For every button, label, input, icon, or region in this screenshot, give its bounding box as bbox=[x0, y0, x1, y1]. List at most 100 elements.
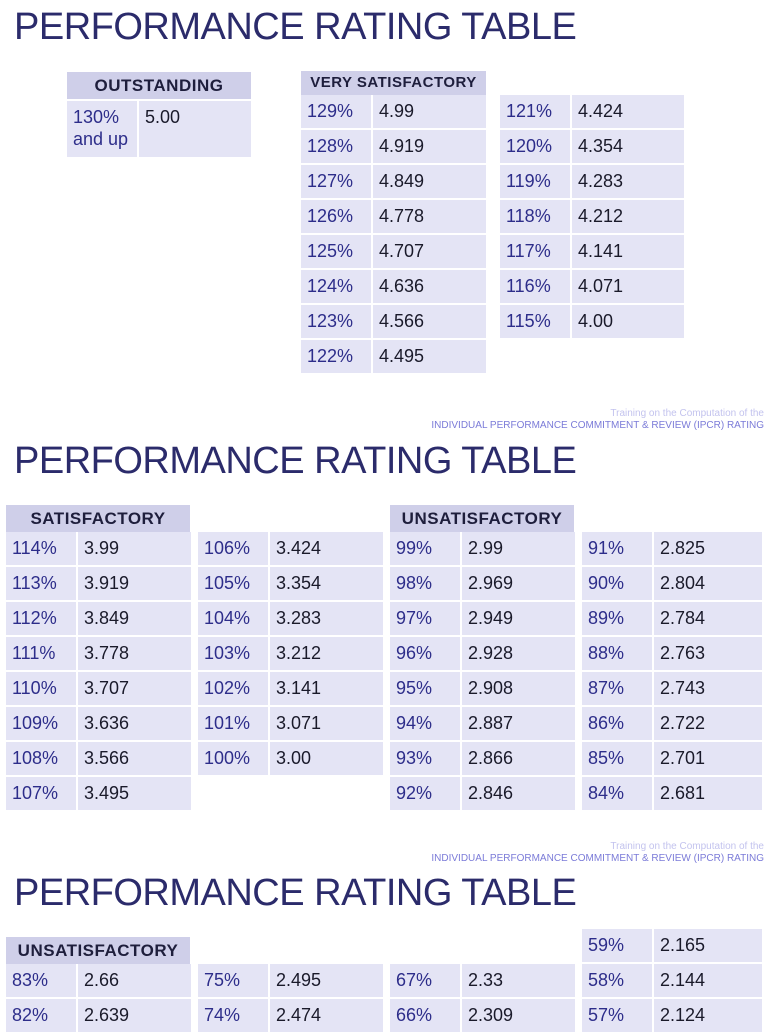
percent-cell: 95% bbox=[390, 672, 462, 705]
footer-line-1: Training on the Computation of the bbox=[610, 841, 764, 852]
table-row: 113% 3.919 bbox=[6, 567, 191, 600]
footer-line-2: INDIVIDUAL PERFORMANCE COMMITMENT & REVI… bbox=[431, 420, 764, 431]
percent-cell: 130% and up bbox=[67, 101, 139, 157]
rating-cell: 2.495 bbox=[270, 964, 383, 997]
table-row: 112% 3.849 bbox=[6, 602, 191, 635]
table-row: 83% 2.66 bbox=[6, 964, 191, 997]
table-row: 101% 3.071 bbox=[198, 707, 383, 740]
rating-cell: 2.743 bbox=[654, 672, 762, 705]
rating-cell: 2.825 bbox=[654, 532, 762, 565]
page-title: PERFORMANCE RATING TABLE bbox=[14, 6, 577, 48]
outstanding-header: OUTSTANDING bbox=[67, 72, 251, 99]
percent-cell: 117% bbox=[500, 235, 572, 268]
rating-cell: 3.212 bbox=[270, 637, 383, 670]
table-row: 110% 3.707 bbox=[6, 672, 191, 705]
percent-cell: 90% bbox=[582, 567, 654, 600]
rating-cell: 2.763 bbox=[654, 637, 762, 670]
table-row: 59% 2.165 bbox=[582, 929, 762, 962]
page-title: PERFORMANCE RATING TABLE bbox=[14, 872, 577, 914]
table-row: 127% 4.849 bbox=[301, 165, 486, 198]
percent-cell: 93% bbox=[390, 742, 462, 775]
percent-cell: 126% bbox=[301, 200, 373, 233]
slide-footer: Training on the Computation of the INDIV… bbox=[431, 841, 764, 865]
unsatisfactory-header: UNSATISFACTORY bbox=[6, 937, 190, 964]
percent-cell: 94% bbox=[390, 707, 462, 740]
rating-cell: 4.636 bbox=[373, 270, 486, 303]
rating-cell: 2.908 bbox=[462, 672, 575, 705]
table-row: 126% 4.778 bbox=[301, 200, 486, 233]
percent-cell: 99% bbox=[390, 532, 462, 565]
table-row: 130% and up 5.00 bbox=[67, 101, 251, 157]
table-row: 124% 4.636 bbox=[301, 270, 486, 303]
rating-cell: 2.949 bbox=[462, 602, 575, 635]
percent-cell: 113% bbox=[6, 567, 78, 600]
unsatisfactory-table-b: 91% 2.825 90% 2.804 89% 2.784 88% 2.763 87% 2.743… bbox=[582, 530, 762, 812]
percent-cell: 66% bbox=[390, 999, 462, 1032]
table-row: 58% 2.144 bbox=[582, 964, 762, 997]
percent-cell: 112% bbox=[6, 602, 78, 635]
outstanding-table: 130% and up 5.00 bbox=[67, 99, 251, 159]
percent-cell: 57% bbox=[582, 999, 654, 1032]
rating-cell: 3.99 bbox=[78, 532, 191, 565]
rating-cell: 2.474 bbox=[270, 999, 383, 1032]
slide-footer: Training on the Computation of the INDIV… bbox=[431, 408, 764, 432]
rating-cell: 3.636 bbox=[78, 707, 191, 740]
rating-cell: 3.071 bbox=[270, 707, 383, 740]
rating-cell: 2.144 bbox=[654, 964, 762, 997]
percent-cell: 100% bbox=[198, 742, 270, 775]
rating-cell: 2.99 bbox=[462, 532, 575, 565]
rating-cell: 2.866 bbox=[462, 742, 575, 775]
satisfactory-header: SATISFACTORY bbox=[6, 505, 190, 532]
percent-cell: 86% bbox=[582, 707, 654, 740]
percent-cell: 67% bbox=[390, 964, 462, 997]
footer-line-1: Training on the Computation of the bbox=[610, 408, 764, 419]
table-row: 75% 2.495 bbox=[198, 964, 383, 997]
table-row: 108% 3.566 bbox=[6, 742, 191, 775]
table-row: 93% 2.866 bbox=[390, 742, 575, 775]
percent-cell: 82% bbox=[6, 999, 78, 1032]
rating-cell: 3.566 bbox=[78, 742, 191, 775]
percent-cell: 108% bbox=[6, 742, 78, 775]
table-row: 88% 2.763 bbox=[582, 637, 762, 670]
table-row: 118% 4.212 bbox=[500, 200, 684, 233]
percent-cell: 121% bbox=[500, 95, 572, 128]
table-row: 91% 2.825 bbox=[582, 532, 762, 565]
percent-cell: 105% bbox=[198, 567, 270, 600]
very-satisfactory-table-a: 129% 4.99 128% 4.919 127% 4.849 126% 4.778 125% 4… bbox=[301, 93, 486, 375]
percent-cell: 85% bbox=[582, 742, 654, 775]
rating-cell: 2.969 bbox=[462, 567, 575, 600]
unsatisfactory-table-e: 67% 2.33 66% 2.309 bbox=[390, 962, 575, 1034]
rating-cell: 4.849 bbox=[373, 165, 486, 198]
very-satisfactory-table-b: 121% 4.424 120% 4.354 119% 4.283 118% 4.212 117%… bbox=[500, 93, 684, 340]
table-row: 66% 2.309 bbox=[390, 999, 575, 1032]
table-row: 121% 4.424 bbox=[500, 95, 684, 128]
rating-cell: 2.66 bbox=[78, 964, 191, 997]
table-row: 87% 2.743 bbox=[582, 672, 762, 705]
rating-cell: 4.778 bbox=[373, 200, 486, 233]
rating-cell: 2.165 bbox=[654, 929, 762, 962]
rating-cell: 4.919 bbox=[373, 130, 486, 163]
percent-cell: 116% bbox=[500, 270, 572, 303]
table-row: 103% 3.212 bbox=[198, 637, 383, 670]
table-row: 129% 4.99 bbox=[301, 95, 486, 128]
rating-cell: 2.846 bbox=[462, 777, 575, 810]
unsatisfactory-header: UNSATISFACTORY bbox=[390, 505, 574, 532]
percent-cell: 102% bbox=[198, 672, 270, 705]
rating-cell: 4.00 bbox=[572, 305, 684, 338]
percent-cell: 118% bbox=[500, 200, 572, 233]
table-row: 120% 4.354 bbox=[500, 130, 684, 163]
percent-cell: 74% bbox=[198, 999, 270, 1032]
table-row: 102% 3.141 bbox=[198, 672, 383, 705]
footer-line-2: INDIVIDUAL PERFORMANCE COMMITMENT & REVI… bbox=[431, 853, 764, 864]
percent-cell: 92% bbox=[390, 777, 462, 810]
table-row: 67% 2.33 bbox=[390, 964, 575, 997]
rating-cell: 3.424 bbox=[270, 532, 383, 565]
table-row: 98% 2.969 bbox=[390, 567, 575, 600]
rating-cell: 4.424 bbox=[572, 95, 684, 128]
percent-cell: 59% bbox=[582, 929, 654, 962]
table-row: 123% 4.566 bbox=[301, 305, 486, 338]
percent-cell: 98% bbox=[390, 567, 462, 600]
table-row: 105% 3.354 bbox=[198, 567, 383, 600]
table-row: 109% 3.636 bbox=[6, 707, 191, 740]
satisfactory-table-a: 114% 3.99 113% 3.919 112% 3.849 111% 3.778 110% 3… bbox=[6, 530, 191, 812]
